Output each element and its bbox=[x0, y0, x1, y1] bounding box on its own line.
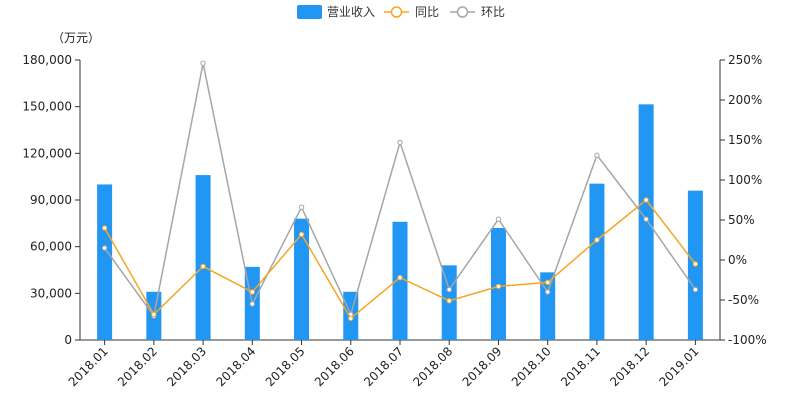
unit-label: （万元） bbox=[52, 31, 100, 45]
legend-label-mom: 环比 bbox=[481, 5, 505, 19]
line-series bbox=[101, 60, 699, 322]
right-axis-tick-label: -100% bbox=[728, 333, 767, 347]
x-axis-tick-label: 2018.09 bbox=[460, 344, 505, 389]
left-axis-tick-label: 180,000 bbox=[22, 53, 72, 67]
x-axis-tick-label: 2018.02 bbox=[115, 344, 160, 389]
line-point-yoy bbox=[101, 225, 108, 231]
line-point-yoy bbox=[643, 197, 649, 203]
right-axis-tick-label: 250% bbox=[728, 53, 762, 67]
legend-marker-mom bbox=[456, 6, 469, 18]
line-point-mom bbox=[692, 286, 699, 293]
legend-label-yoy: 同比 bbox=[415, 5, 439, 19]
left-axis-tick-label: 30,000 bbox=[30, 286, 72, 300]
left-axis: 0 30,000 60,000 90,000 120,000 150,000 180,000 bbox=[22, 53, 81, 347]
x-axis-tick-label: 2018.04 bbox=[213, 344, 258, 389]
line-point-yoy bbox=[298, 231, 305, 238]
bar bbox=[392, 221, 408, 340]
line-point-mom bbox=[298, 204, 305, 210]
bar bbox=[195, 175, 211, 340]
right-axis: -100% -50% 0% 50% 100% 150% 200% 250% bbox=[719, 53, 767, 347]
x-axis-tick-label: 2019.01 bbox=[657, 344, 702, 389]
line-point-mom bbox=[101, 245, 108, 251]
x-axis: 2018.01 2018.02 2018.03 2018.04 2018.05 2018.… bbox=[66, 339, 720, 389]
left-axis-tick-label: 120,000 bbox=[22, 146, 72, 160]
bar bbox=[97, 184, 113, 340]
left-axis-tick-label: 60,000 bbox=[30, 240, 72, 254]
legend-swatch-revenue bbox=[297, 5, 322, 19]
right-axis-tick-label: 50% bbox=[728, 213, 755, 227]
line-point-mom bbox=[446, 286, 452, 293]
line-point-mom bbox=[495, 216, 502, 222]
line-point-yoy bbox=[249, 289, 256, 295]
line-point-yoy bbox=[544, 279, 551, 286]
x-axis-tick-label: 2018.03 bbox=[164, 344, 209, 389]
legend: 营业收入 同比 环比 bbox=[297, 5, 505, 19]
line-point-yoy bbox=[446, 298, 452, 304]
x-axis-tick-label: 2018.01 bbox=[66, 344, 111, 389]
line-point-mom bbox=[544, 289, 551, 295]
right-axis-tick-label: 150% bbox=[728, 133, 762, 147]
bar bbox=[540, 272, 556, 340]
line-point-mom bbox=[594, 152, 600, 158]
bar bbox=[638, 104, 654, 340]
legend-label-revenue: 营业收入 bbox=[327, 5, 375, 19]
line-point-yoy bbox=[151, 311, 157, 318]
left-axis-tick-label: 0 bbox=[64, 333, 72, 347]
right-axis-tick-label: -50% bbox=[728, 293, 759, 307]
line-point-mom bbox=[643, 216, 649, 222]
x-axis-tick-label: 2018.05 bbox=[263, 344, 308, 389]
line-point-mom bbox=[249, 301, 256, 307]
bar bbox=[589, 183, 605, 340]
x-axis-tick-label: 2018.07 bbox=[361, 344, 406, 389]
bar bbox=[294, 218, 310, 340]
line-point-mom bbox=[397, 139, 403, 146]
line-point-yoy bbox=[495, 283, 502, 290]
right-axis-tick-label: 100% bbox=[728, 173, 762, 187]
x-axis-tick-label: 2018.12 bbox=[607, 344, 652, 389]
line-point-yoy bbox=[348, 315, 354, 322]
legend-marker-yoy bbox=[390, 6, 403, 18]
left-axis-tick-label: 90,000 bbox=[30, 193, 72, 207]
x-axis-tick-label: 2018.10 bbox=[509, 344, 554, 389]
right-axis-tick-label: 0% bbox=[728, 253, 747, 267]
line-point-yoy bbox=[594, 237, 600, 243]
x-axis-tick-label: 2018.11 bbox=[558, 344, 603, 389]
right-axis-tick-label: 200% bbox=[728, 93, 762, 107]
line-point-yoy bbox=[397, 274, 403, 281]
left-axis-tick-label: 150,000 bbox=[22, 100, 72, 114]
x-axis-tick-label: 2018.06 bbox=[312, 344, 357, 389]
line-point-yoy bbox=[692, 261, 699, 267]
line-point-yoy bbox=[200, 263, 206, 270]
x-axis-tick-label: 2018.08 bbox=[410, 344, 455, 389]
line-point-mom bbox=[200, 60, 206, 66]
